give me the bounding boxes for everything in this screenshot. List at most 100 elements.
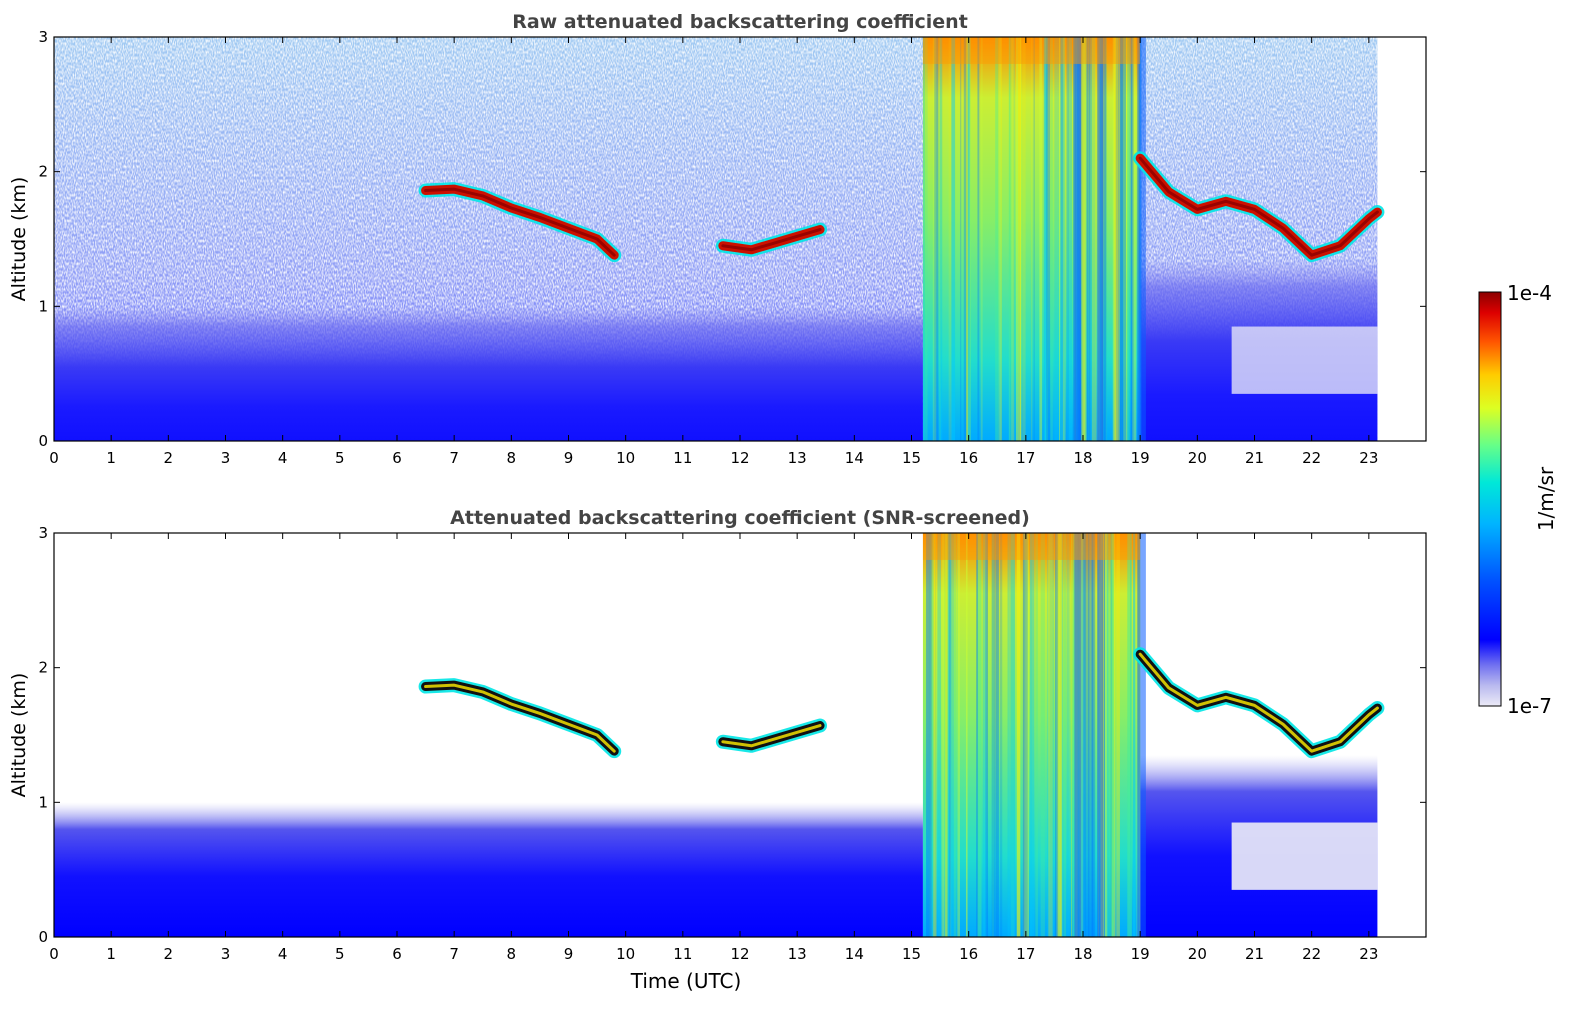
precipitation-streak (966, 37, 971, 441)
y-axis-label: Altitude (km) (8, 673, 30, 798)
x-tick-label: 6 (392, 945, 402, 963)
x-tick-label: 7 (449, 449, 459, 467)
x-tick-label: 9 (564, 945, 574, 963)
precipitation-streak (1123, 37, 1128, 441)
x-tick-label: 10 (616, 449, 635, 467)
x-tick-label: 0 (49, 945, 59, 963)
precipitation-streak (957, 533, 960, 937)
y-axis-label: Altitude (km) (8, 177, 30, 302)
precipitation-streak (1119, 37, 1123, 441)
precipitation-streak (1060, 37, 1065, 441)
precipitation-streak (965, 533, 968, 937)
precipitation-streak (1090, 37, 1096, 441)
x-tick-label: 7 (449, 945, 459, 963)
precipitation-streak (1130, 37, 1134, 441)
precipitation-streak (976, 533, 979, 937)
precipitation-streak (1046, 533, 1049, 937)
precipitation-streak (923, 37, 925, 441)
precipitation-streak (1104, 533, 1108, 937)
precipitation-streak (1031, 37, 1033, 441)
x-tick-label: 4 (278, 449, 288, 467)
clear-air-region (1231, 326, 1378, 394)
precipitation-streak (966, 533, 968, 937)
precipitation-streak (941, 533, 944, 937)
precipitation-streak (940, 37, 942, 441)
y-tick-label: 3 (38, 524, 48, 542)
precipitation-streak (1022, 37, 1026, 441)
precipitation-streak (1084, 533, 1090, 937)
precipitation-streak (991, 533, 995, 937)
precipitation-streak (949, 533, 951, 937)
precipitation-gap (1137, 533, 1146, 937)
precipitation-streak (1103, 533, 1105, 937)
precipitation-streak (977, 37, 980, 441)
x-tick-label: 16 (959, 449, 978, 467)
precipitation-streak (929, 533, 934, 937)
precipitation-streak (1058, 533, 1063, 937)
precipitation-streak (1063, 37, 1065, 441)
precipitation-streak (1114, 37, 1118, 441)
precipitation-streak (1066, 533, 1068, 937)
precipitation-gap (1097, 37, 1104, 441)
precipitation-streak (1073, 533, 1076, 937)
precipitation-streak (1111, 533, 1113, 937)
precipitation-streak (953, 533, 956, 937)
precipitation-streak (1059, 533, 1064, 937)
x-tick-label: 19 (1131, 945, 1150, 963)
heatmap-field (54, 37, 1385, 441)
colorbar-unit-label: 1/m/sr (1534, 466, 1558, 531)
precipitation-streak (1024, 533, 1029, 937)
precipitation-streak (950, 533, 954, 937)
y-tick-label: 1 (38, 297, 48, 315)
x-tick-label: 23 (1359, 945, 1378, 963)
precipitation-streak (926, 533, 931, 937)
precipitation-streak (951, 37, 956, 441)
precipitation-streak (948, 533, 951, 937)
precipitation-streak (1040, 533, 1045, 937)
x-tick-label: 22 (1302, 449, 1321, 467)
precipitation-streak (966, 37, 969, 441)
precipitation-streak (1110, 533, 1114, 937)
precipitation-streak (1044, 37, 1048, 441)
precipitation-streak (949, 533, 952, 937)
x-tick-label: 9 (564, 449, 574, 467)
precipitation-streak (1059, 37, 1061, 441)
precipitation-streak (1054, 533, 1059, 937)
precipitation-streak (945, 533, 948, 937)
x-tick-label: 18 (1073, 945, 1092, 963)
precipitation-streak (1067, 533, 1070, 937)
precipitation-streak (1088, 533, 1091, 937)
x-tick-label: 1 (106, 945, 116, 963)
x-tick-label: 1 (106, 449, 116, 467)
precipitation-streak (998, 37, 1002, 441)
x-tick-label: 12 (730, 945, 749, 963)
precipitation-streak (1057, 533, 1062, 937)
x-tick-label: 4 (278, 945, 288, 963)
precipitation-streak (1048, 533, 1053, 937)
precipitation-streak (1082, 533, 1086, 937)
precipitation-streak (1110, 533, 1116, 937)
precipitation-streak (1130, 533, 1132, 937)
precipitation-streak (934, 533, 937, 937)
cloud-layer-core (721, 724, 822, 748)
precipitation-streak (1016, 533, 1021, 937)
precipitation-streak (959, 37, 962, 441)
chart-title: Raw attenuated backscattering coefficien… (512, 11, 968, 33)
precipitation-streak (1009, 37, 1012, 441)
precipitation-streak (1008, 37, 1011, 441)
precipitation-streak (1063, 533, 1067, 937)
precipitation-streak (1130, 533, 1132, 937)
precipitation-streak (1066, 37, 1069, 441)
precipitation-streak (1033, 37, 1035, 441)
x-tick-label: 22 (1302, 945, 1321, 963)
precipitation-streak (1012, 37, 1015, 441)
precipitation-streak (1086, 37, 1088, 441)
boundary-layer-region (54, 802, 923, 937)
precipitation-streak (1116, 533, 1120, 937)
cloud-layer-core (1138, 652, 1379, 753)
cloud-layer-core (721, 228, 822, 252)
precipitation-streak (1018, 37, 1022, 441)
precipitation-streak (1106, 533, 1111, 937)
x-tick-label: 20 (1188, 449, 1207, 467)
x-tick-label: 14 (845, 449, 864, 467)
